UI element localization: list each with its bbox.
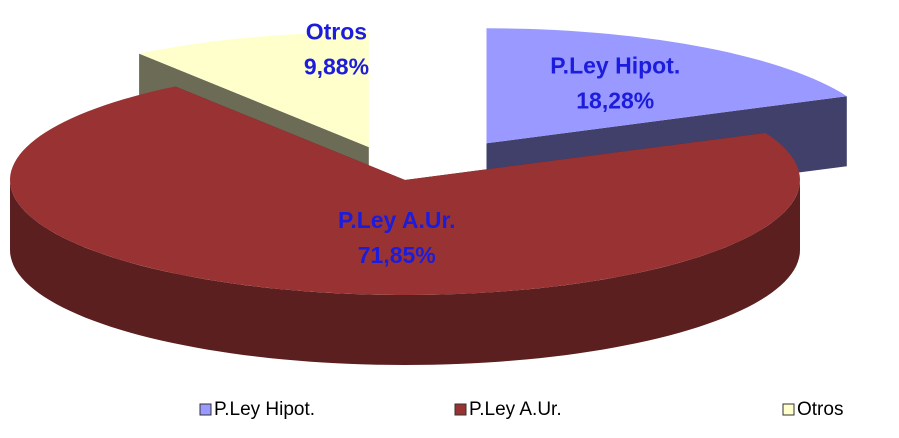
legend-label: P.Ley A.Ur.: [469, 399, 562, 420]
slice-category: P.Ley Hipot.: [550, 52, 680, 78]
slice-category: Otros: [306, 19, 367, 45]
legend-swatch: [199, 403, 212, 416]
slice-side: [10, 180, 800, 365]
slice-value: 18,28%: [576, 87, 654, 113]
slice: [10, 86, 800, 365]
slice-top: [10, 86, 800, 295]
slice-value: 9,88%: [304, 54, 369, 80]
legend-swatch: [782, 403, 795, 416]
slice-top: [139, 32, 369, 148]
legend-label: Otros: [797, 399, 843, 420]
slice-value: 71,85%: [358, 242, 436, 268]
slice-category: P.Ley A.Ur.: [338, 207, 456, 233]
legend-label: P.Ley Hipot.: [214, 399, 315, 420]
legend-swatch: [454, 403, 467, 416]
slice-top: [486, 28, 847, 144]
